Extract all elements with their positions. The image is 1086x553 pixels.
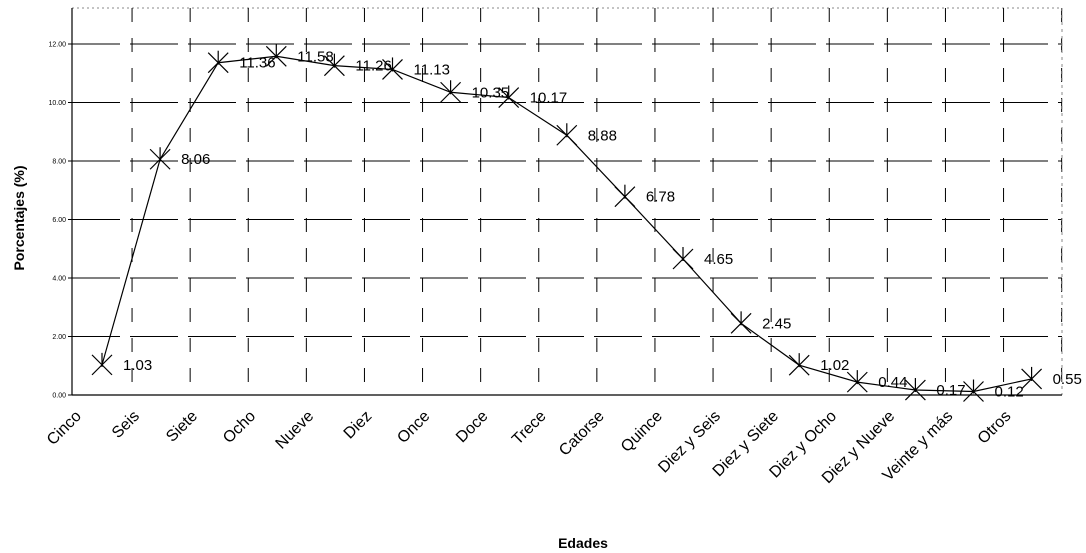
x-tick-label: Siete <box>163 408 201 446</box>
x-tick-label: Once <box>394 408 433 447</box>
data-point-marker <box>788 353 810 376</box>
x-axis-title: Edades <box>558 535 608 551</box>
y-tick-label: 2.00 <box>52 334 66 341</box>
data-label: 1.03 <box>123 357 152 374</box>
data-label: 11.13 <box>414 61 450 78</box>
data-label: 0.44 <box>878 374 907 391</box>
x-tick-label: Nueve <box>273 408 318 453</box>
data-label: 6.78 <box>646 189 675 206</box>
y-tick-label: 4.00 <box>52 276 66 283</box>
data-label: 11.26 <box>355 58 391 75</box>
grid-lines <box>72 7 1063 395</box>
y-axis-title: Porcentajes (%) <box>11 165 27 270</box>
data-markers <box>91 44 1043 402</box>
y-tick-label: 0.00 <box>52 393 66 400</box>
data-labels: 1.03 8.06 11.36 11.58 11.26 11.13 10.35 10.17 8.… <box>123 48 1082 400</box>
data-label: 11.36 <box>239 55 275 72</box>
x-tick-labels: Cinco Seis Siete Ocho Nueve Diez Once Doce Trece… <box>44 408 1015 487</box>
data-label: 8.06 <box>181 151 210 168</box>
data-point-marker <box>672 246 694 270</box>
x-tick-label: Otros <box>975 408 1015 448</box>
data-point-marker <box>963 379 984 402</box>
data-point-marker <box>382 57 403 80</box>
y-tick-label: 12.00 <box>48 42 66 49</box>
data-point-marker <box>730 311 752 334</box>
x-tick-label: Cinco <box>44 408 85 449</box>
x-tick-label: Quince <box>618 408 666 456</box>
data-label: 0.55 <box>1053 371 1082 388</box>
data-point-marker <box>846 370 868 393</box>
series-line <box>101 55 1032 393</box>
data-label: 10.17 <box>530 90 568 107</box>
y-tick-labels: 0.00 2.00 4.00 6.00 8.00 10.00 12.00 <box>48 42 72 400</box>
axes <box>71 8 1062 396</box>
y-tick-label: 10.00 <box>48 100 66 107</box>
data-point-marker <box>556 123 578 146</box>
data-point-marker <box>440 80 462 103</box>
data-point-marker <box>323 53 345 77</box>
y-tick-label: 8.00 <box>52 159 66 166</box>
data-point-marker <box>498 85 520 108</box>
data-label: 4.65 <box>704 251 733 268</box>
x-tick-label: Trece <box>509 408 550 449</box>
data-label: 2.45 <box>762 315 791 332</box>
data-label: 0.12 <box>995 383 1024 400</box>
x-tick-label: Ocho <box>220 408 259 447</box>
data-label: 1.02 <box>820 357 849 374</box>
data-point-marker <box>91 352 113 376</box>
x-tick-label: Catorse <box>556 408 608 460</box>
x-tick-label: Seis <box>109 408 143 442</box>
data-point-marker <box>149 147 171 170</box>
data-point-marker <box>1021 366 1043 390</box>
data-point-marker <box>207 50 229 74</box>
data-label: 8.88 <box>588 127 617 144</box>
data-label: 11.58 <box>297 48 333 65</box>
data-point-marker <box>265 44 287 67</box>
data-label: 0.17 <box>936 382 965 399</box>
x-tick-label: Doce <box>453 408 492 447</box>
data-label: 10.35 <box>472 84 510 101</box>
series-polyline <box>101 55 1032 393</box>
y-tick-label: 6.00 <box>52 217 66 224</box>
data-point-marker <box>614 184 636 208</box>
data-point-marker <box>904 378 926 401</box>
x-tick-label: Diez <box>341 408 376 443</box>
